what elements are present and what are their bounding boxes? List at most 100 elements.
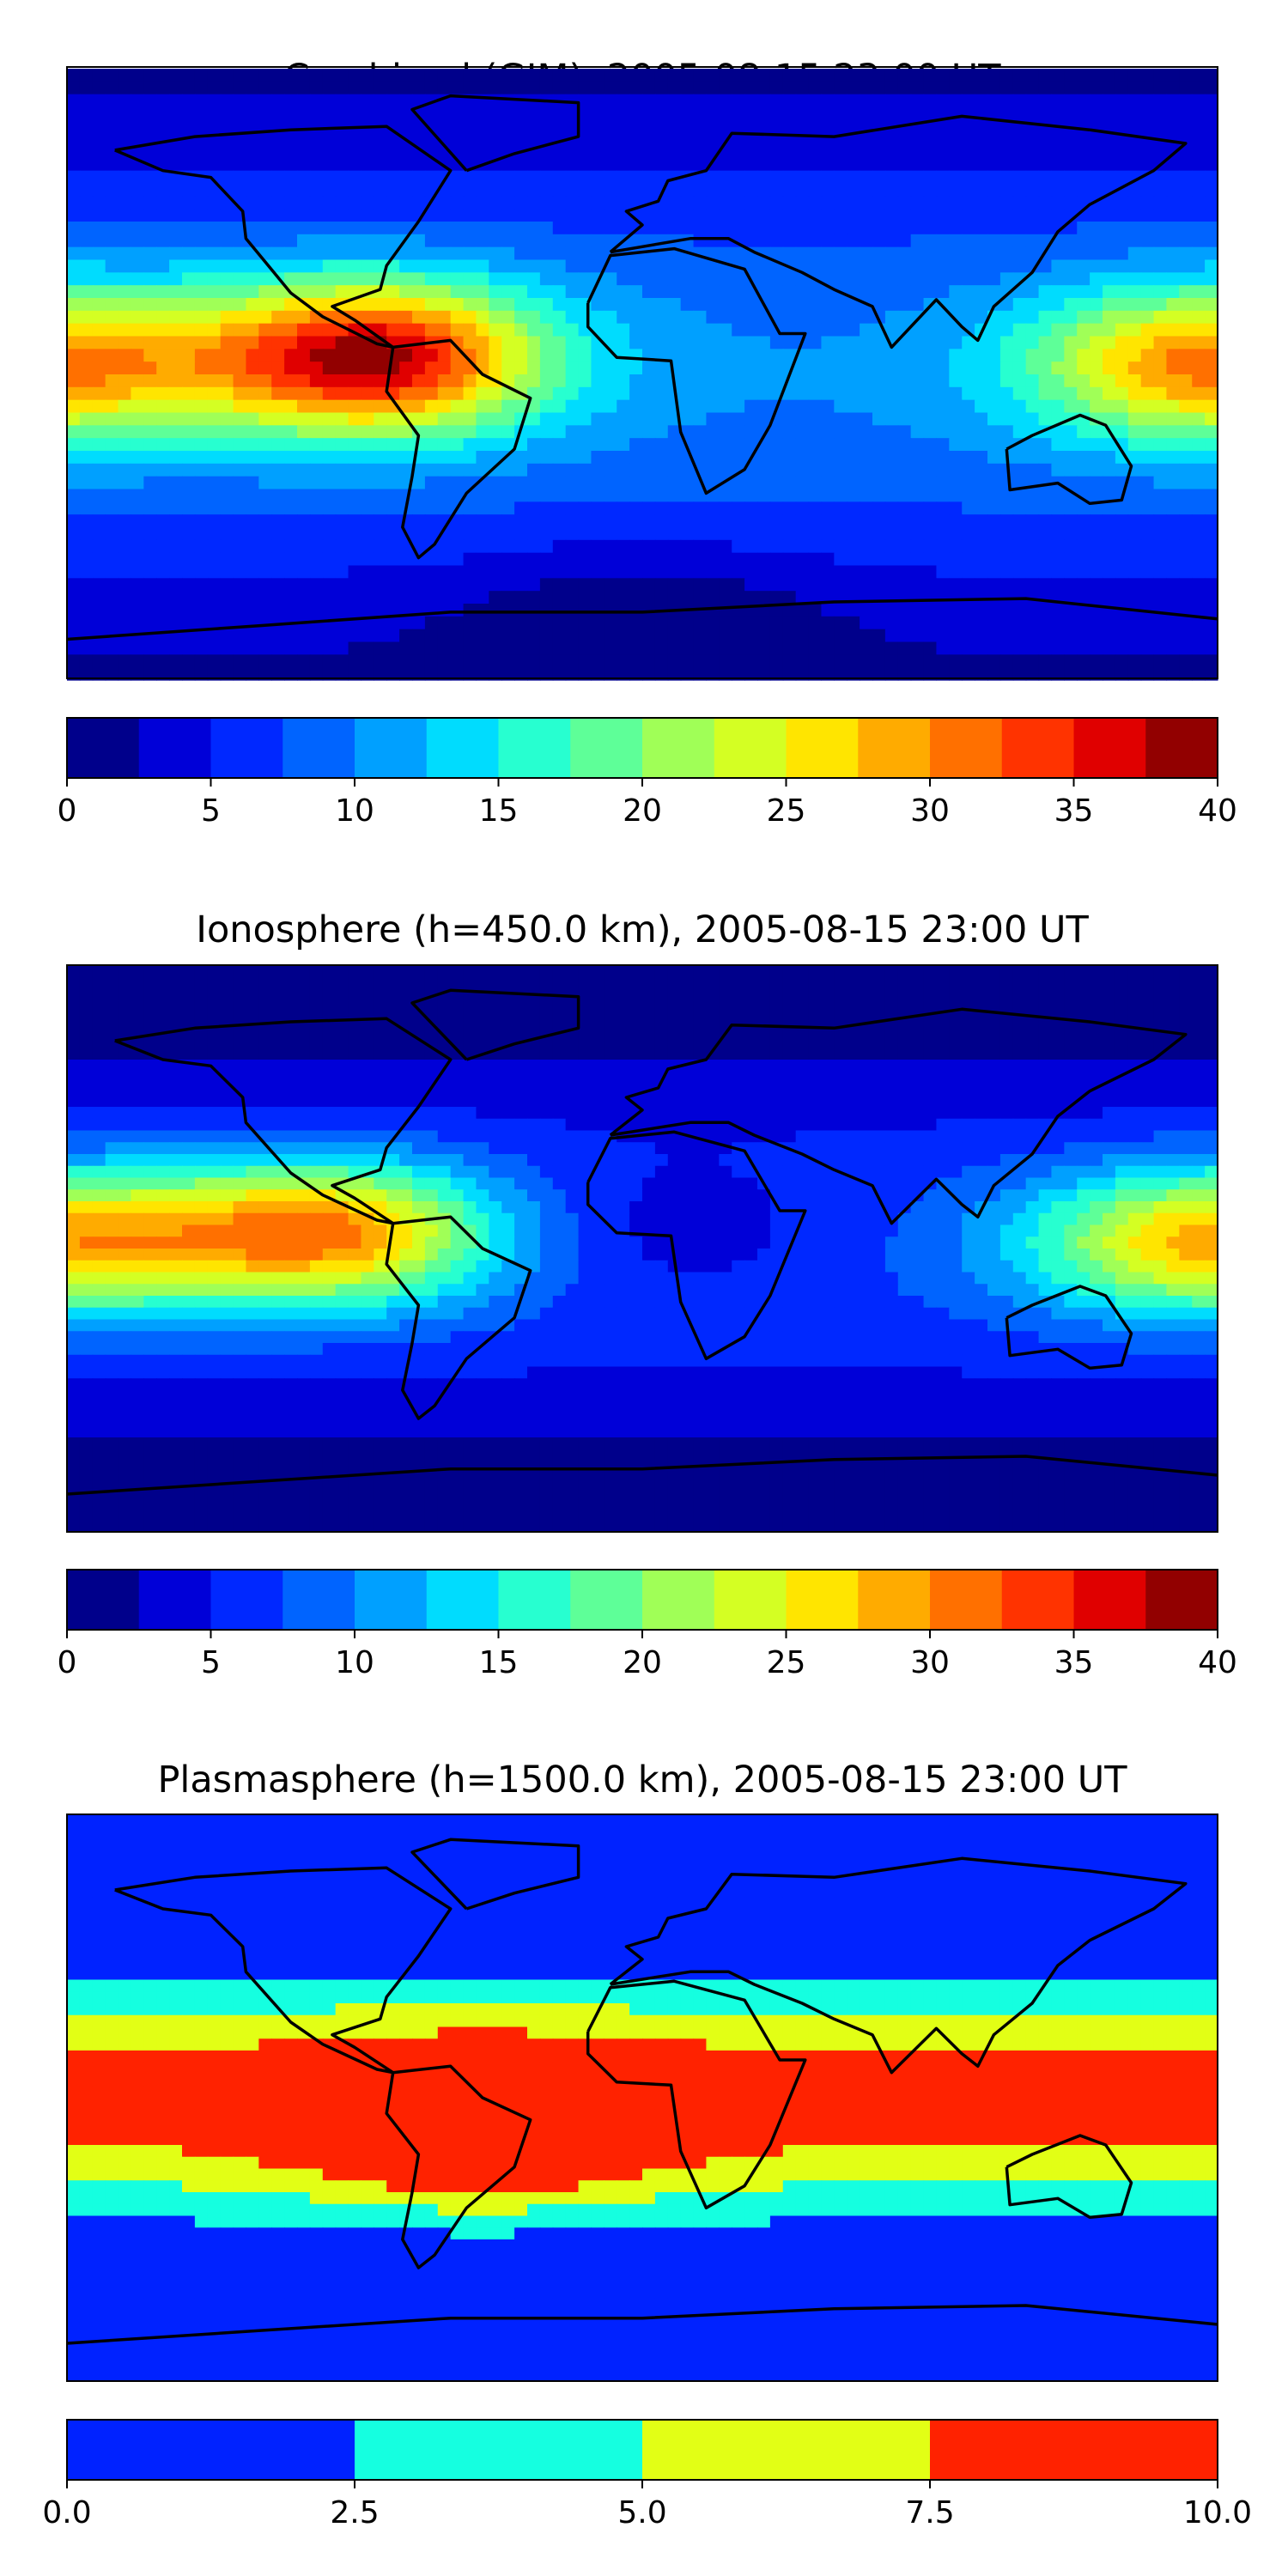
heatmap-cell (821, 81, 835, 95)
heatmap-cell (1103, 514, 1116, 528)
heatmap-cell (552, 310, 567, 325)
heatmap-cell (79, 425, 94, 439)
heatmap-cell (476, 272, 489, 286)
heatmap-cell (897, 604, 912, 617)
heatmap-cell (565, 667, 580, 681)
heatmap-cell (987, 976, 1001, 990)
heatmap-cell (450, 386, 465, 401)
heatmap-cell (910, 323, 925, 337)
heatmap-cell (309, 157, 324, 172)
heatmap-cell (194, 501, 209, 515)
heatmap-cell (79, 69, 94, 82)
heatmap-cell (79, 349, 94, 362)
heatmap-cell (527, 349, 541, 362)
heatmap-cell (578, 196, 592, 210)
heatmap-cell (182, 69, 196, 82)
heatmap-cell (1140, 629, 1155, 643)
heatmap-cell (732, 386, 745, 401)
heatmap-cell (987, 246, 1001, 261)
heatmap-cell (539, 81, 554, 95)
heatmap-cell (975, 222, 988, 235)
heatmap-cell (1103, 501, 1116, 515)
heatmap-cell (975, 489, 988, 502)
heatmap-cell (450, 591, 465, 605)
heatmap-cell (1064, 259, 1078, 273)
heatmap-cell (808, 667, 823, 681)
heatmap-cell (923, 1024, 938, 1037)
heatmap-cell (1205, 476, 1218, 490)
heatmap-cell (578, 1000, 592, 1013)
heatmap-cell (539, 1012, 554, 1025)
heatmap-cell (1153, 310, 1168, 325)
heatmap-cell (194, 976, 209, 990)
heatmap-cell (527, 222, 541, 235)
heatmap-cell (1025, 209, 1040, 222)
heatmap-cell (604, 310, 617, 325)
heatmap-cell (795, 374, 810, 388)
heatmap-cell (79, 965, 94, 978)
heatmap-cell (1103, 386, 1116, 401)
heatmap-cell (1025, 1024, 1040, 1037)
heatmap-cell (847, 451, 860, 465)
heatmap-cell (463, 591, 477, 605)
heatmap-cell (182, 1036, 196, 1048)
heatmap-cell (233, 234, 247, 248)
heatmap-cell (374, 183, 387, 197)
heatmap-cell (335, 539, 349, 554)
heatmap-cell (1115, 667, 1129, 681)
heatmap-cell (1077, 285, 1091, 299)
heatmap-cell (860, 489, 873, 502)
heatmap-cell (884, 527, 899, 541)
heatmap-cell (207, 539, 222, 554)
heatmap-cell (194, 578, 209, 592)
heatmap-cell (808, 222, 823, 235)
heatmap-cell (105, 234, 119, 248)
heatmap-cell (131, 246, 144, 261)
heatmap-cell (105, 196, 119, 210)
heatmap-cell (79, 196, 94, 210)
heatmap-cells (67, 965, 1218, 1533)
heatmap-cell (999, 578, 1014, 592)
heatmap-cell (706, 463, 720, 477)
heatmap-cell (1153, 438, 1168, 452)
heatmap-cell (1115, 988, 1129, 1001)
heatmap-cell (437, 641, 452, 655)
heatmap-cell (604, 412, 617, 426)
heatmap-cell (667, 1012, 682, 1025)
heatmap-cell (693, 298, 708, 312)
heatmap-cell (1103, 196, 1116, 210)
heatmap-cell (757, 654, 771, 668)
heatmap-cell (67, 298, 81, 312)
heatmap-cell (258, 489, 272, 502)
heatmap-cell (207, 374, 222, 388)
heatmap-cell (143, 209, 157, 222)
heatmap-cell (79, 629, 94, 643)
heatmap-cell (654, 629, 669, 643)
heatmap-cell (949, 976, 963, 990)
heatmap-cell (642, 616, 656, 630)
heatmap-cell (884, 81, 899, 95)
heatmap-cell (860, 976, 873, 990)
heatmap-cell (782, 527, 797, 541)
heatmap-cell (476, 552, 489, 567)
heatmap-cell (1038, 209, 1053, 222)
heatmap-cell (399, 386, 413, 401)
coastline (385, 338, 532, 560)
heatmap-cell (105, 604, 119, 617)
heatmap-cell (782, 272, 797, 286)
heatmap-cell (450, 272, 465, 286)
heatmap-cell (897, 272, 912, 286)
heatmap-cell (412, 667, 426, 681)
heatmap-cell (1012, 1000, 1027, 1013)
heatmap-cell (412, 527, 426, 541)
heatmap-cell (910, 246, 925, 261)
heatmap-cell (1179, 667, 1193, 681)
heatmap-cell (309, 552, 324, 567)
heatmap-cell (489, 386, 502, 401)
heatmap-cell (975, 209, 988, 222)
heatmap-cell (143, 298, 157, 312)
heatmap-cell (1012, 501, 1027, 515)
heatmap-cell (847, 438, 860, 452)
heatmap-cell (999, 272, 1014, 286)
heatmap-cell (1038, 183, 1053, 197)
